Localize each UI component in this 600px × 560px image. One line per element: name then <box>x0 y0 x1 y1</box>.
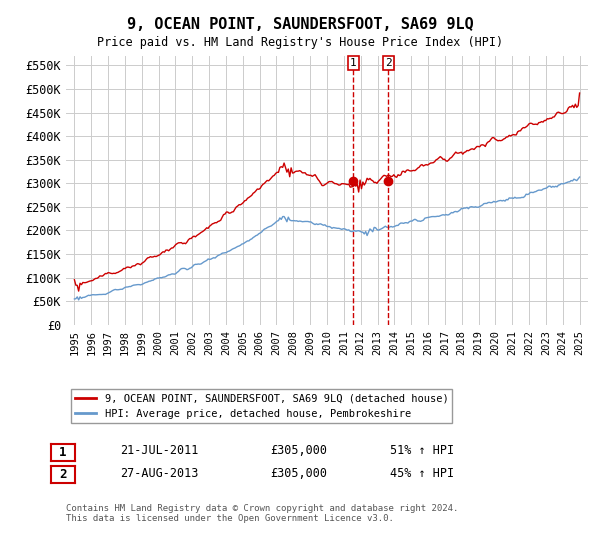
Text: Price paid vs. HM Land Registry's House Price Index (HPI): Price paid vs. HM Land Registry's House … <box>97 36 503 49</box>
Text: £305,000: £305,000 <box>270 466 327 480</box>
Text: £305,000: £305,000 <box>270 444 327 458</box>
Text: 51% ↑ HPI: 51% ↑ HPI <box>390 444 454 458</box>
Text: 1: 1 <box>350 58 356 68</box>
Text: 21-JUL-2011: 21-JUL-2011 <box>120 444 199 458</box>
Text: 9, OCEAN POINT, SAUNDERSFOOT, SA69 9LQ: 9, OCEAN POINT, SAUNDERSFOOT, SA69 9LQ <box>127 17 473 32</box>
Text: Contains HM Land Registry data © Crown copyright and database right 2024.
This d: Contains HM Land Registry data © Crown c… <box>66 504 458 524</box>
Text: 2: 2 <box>59 468 67 482</box>
Text: 1: 1 <box>59 446 67 459</box>
Text: 45% ↑ HPI: 45% ↑ HPI <box>390 466 454 480</box>
Text: 27-AUG-2013: 27-AUG-2013 <box>120 466 199 480</box>
Text: 2: 2 <box>385 58 392 68</box>
Legend: 9, OCEAN POINT, SAUNDERSFOOT, SA69 9LQ (detached house), HPI: Average price, det: 9, OCEAN POINT, SAUNDERSFOOT, SA69 9LQ (… <box>71 389 452 423</box>
